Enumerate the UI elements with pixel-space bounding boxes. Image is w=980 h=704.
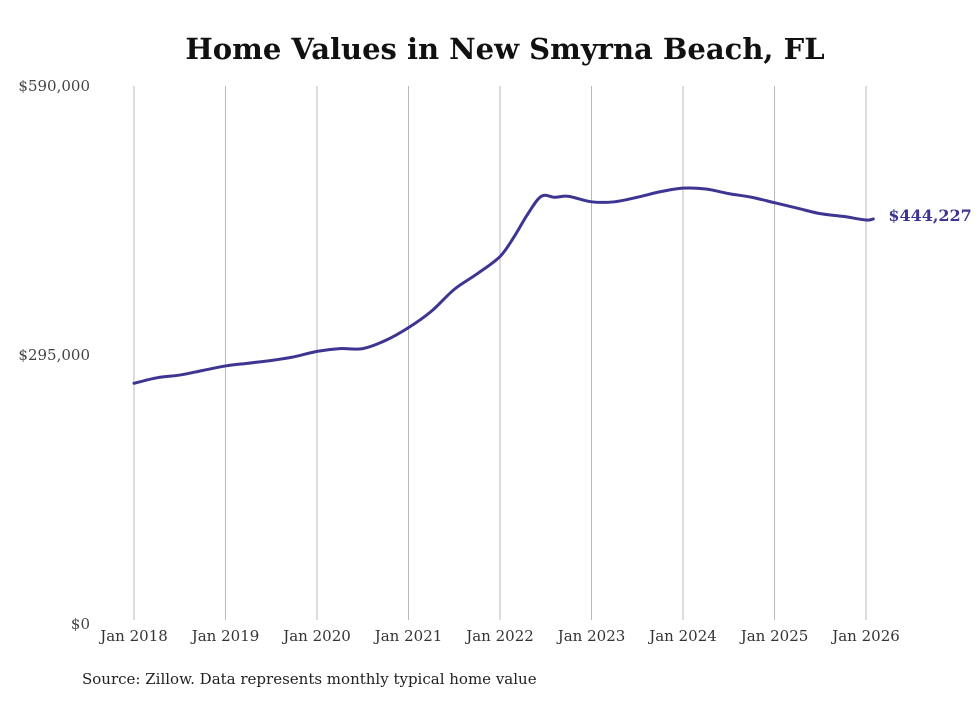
gridlines	[133, 86, 867, 620]
x-tick-label: Jan 2022	[464, 627, 534, 645]
x-tick-label: Jan 2023	[556, 627, 626, 645]
y-tick-label: $590,000	[18, 77, 90, 95]
end-value-label: $444,227	[888, 206, 972, 225]
home-value-line	[132, 186, 875, 385]
x-tick-label: Jan 2020	[281, 627, 351, 645]
chart-title: Home Values in New Smyrna Beach, FL	[185, 32, 824, 66]
y-tick-label: $0	[71, 615, 90, 633]
x-tick-label: Jan 2024	[647, 627, 717, 645]
x-tick-label: Jan 2018	[98, 627, 168, 645]
series-layer	[132, 186, 875, 385]
x-tick-label: Jan 2026	[830, 627, 900, 645]
source-note: Source: Zillow. Data represents monthly …	[82, 670, 537, 688]
x-tick-label: Jan 2019	[190, 627, 260, 645]
y-tick-label: $295,000	[18, 346, 90, 364]
x-tick-label: Jan 2025	[739, 627, 809, 645]
x-axis-ticks: Jan 2018 Jan 2019 Jan 2020 Jan 2021 Jan 2022…	[98, 627, 900, 645]
y-axis-ticks: $0 $295,000 $590,000	[18, 77, 90, 633]
x-tick-label: Jan 2021	[373, 627, 443, 645]
